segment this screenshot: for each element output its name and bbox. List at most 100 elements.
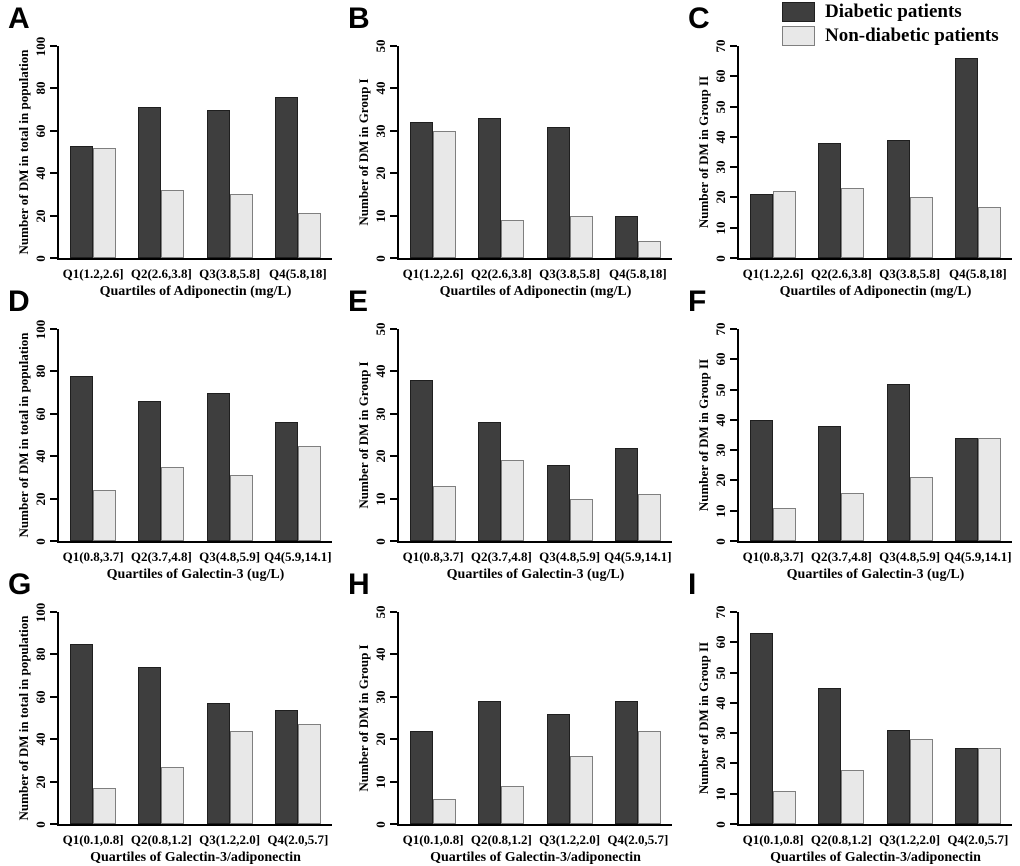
legend-label-non-diabetic: Non-diabetic patients (825, 24, 999, 46)
bar-diabetic-Q3(1.2,2.0] (546, 713, 570, 824)
panel-letter-C: C (688, 2, 710, 35)
y-tick (730, 762, 737, 765)
bar-diabetic-Q3(1.2,2.0] (886, 730, 910, 824)
bar-non-diabetic-Q1(0.1,0.8] (433, 798, 457, 824)
bar-diabetic-Q4(5.8,18] (614, 215, 638, 258)
y-tick-label: 10 (373, 209, 388, 223)
bar-non-diabetic-Q2(3.7,4.8] (161, 466, 185, 541)
y-tick (730, 196, 737, 199)
y-tick (730, 45, 737, 47)
y-tick-label: 20 (373, 449, 388, 463)
y-tick-label: 40 (713, 413, 728, 427)
panel-letter-D: D (8, 285, 30, 318)
x-tick-label: Q4(5.8,18] (268, 266, 327, 281)
x-tick-label: Q1(0.1,0.8] (62, 832, 124, 847)
bar-group-Q4(5.8,18] (604, 46, 672, 258)
panel-letter-I: I (688, 568, 697, 601)
bar-non-diabetic-Q1(1.2,2.6] (773, 191, 797, 258)
y-tick (50, 653, 57, 656)
y-tick (730, 823, 737, 825)
bar-group-Q2(3.7,4.8] (127, 329, 195, 541)
y-tick (50, 695, 57, 698)
bar-diabetic-Q2(3.7,4.8] (818, 425, 842, 541)
y-tick-label: 40 (373, 81, 388, 95)
y-tick (730, 509, 737, 512)
legend-item-diabetic: Diabetic patients (782, 1, 999, 23)
x-tick-label: Q4(5.9,14.1] (944, 549, 1012, 564)
y-tick (390, 214, 397, 217)
bar-group-Q4(5.8,18] (944, 46, 1012, 258)
legend-label-diabetic: Diabetic patients (825, 1, 962, 22)
bar-group-Q4(2.0,5.7] (264, 612, 332, 824)
x-tick-label: Q1(0.8,3.7] (402, 549, 464, 564)
bar-group-Q3(3.8,5.8] (196, 46, 264, 258)
y-tick (730, 257, 737, 259)
x-tick-label: Q1(0.1,0.8] (402, 832, 464, 847)
y-tick-label: 30 (713, 726, 728, 740)
y-tick (730, 479, 737, 482)
bar-non-diabetic-Q1(1.2,2.6] (93, 147, 117, 258)
bar-diabetic-Q1(0.8,3.7] (410, 379, 434, 541)
bar-group-Q3(4.8,5.9] (876, 329, 944, 541)
y-tick (390, 129, 397, 132)
y-tick (50, 412, 57, 415)
y-tick-label: 0 (713, 254, 728, 262)
y-tick-label: 100 (33, 319, 48, 339)
y-tick-label: 50 (713, 666, 728, 680)
y-tick (730, 328, 737, 330)
y-tick (390, 370, 397, 373)
y-axis-label: Number of DM in Group I (356, 361, 371, 509)
bar-diabetic-Q1(1.2,2.6] (750, 194, 774, 258)
y-tick-label: 50 (713, 383, 728, 397)
bar-non-diabetic-Q2(3.7,4.8] (501, 460, 525, 541)
y-tick (50, 129, 57, 132)
y-tick-label: 70 (713, 39, 728, 53)
y-tick (390, 45, 397, 47)
bar-non-diabetic-Q2(0.8,1.2] (501, 785, 525, 824)
bar-diabetic-Q2(0.8,1.2] (818, 687, 842, 824)
x-tick-label: Q2(3.7,4.8] (810, 549, 872, 564)
y-tick (50, 172, 57, 175)
plot-area-H: 0 10 20 30 40 50 Number of DM in Group I Q1(0.1… (356, 606, 672, 865)
y-tick-label: 20 (713, 756, 728, 770)
y-tick-label: 10 (713, 504, 728, 518)
bar-group-Q2(0.8,1.2] (127, 612, 195, 824)
bar-non-diabetic-Q3(4.8,5.9] (569, 498, 593, 541)
legend-swatch-diabetic (782, 2, 815, 23)
y-tick-label: 20 (33, 492, 48, 506)
y-tick-label: 0 (33, 254, 48, 262)
x-axis-label: Quartiles of Galectin-3/adiponectin (430, 850, 641, 865)
y-tick-label: 50 (373, 322, 388, 336)
y-tick-label: 70 (713, 605, 728, 619)
bar-group-Q2(2.6,3.8] (127, 46, 195, 258)
panel-letter-E: E (348, 285, 369, 318)
y-tick (730, 358, 737, 361)
y-tick (50, 45, 57, 47)
y-tick-label: 0 (713, 537, 728, 545)
y-tick-label: 80 (33, 81, 48, 95)
bar-non-diabetic-Q3(1.2,2.0] (229, 730, 253, 824)
x-tick-label: Q3(4.8,5.9] (539, 549, 601, 564)
plot-area-B: 0 10 20 30 40 50 Number of DM in Group I Q1(1.2… (356, 40, 672, 299)
bar-diabetic-Q1(0.8,3.7] (70, 375, 94, 541)
y-tick (730, 75, 737, 78)
y-tick-label: 40 (713, 696, 728, 710)
x-tick-label: Q4(2.0,5.7] (607, 832, 669, 847)
y-tick-label: 80 (33, 364, 48, 378)
bar-group-Q1(0.1,0.8] (739, 612, 807, 824)
bar-group-Q4(5.9,14.1] (264, 329, 332, 541)
y-tick (50, 823, 57, 825)
bar-non-diabetic-Q1(0.8,3.7] (433, 485, 457, 541)
y-tick (730, 671, 737, 674)
bar-diabetic-Q3(4.8,5.9] (886, 383, 910, 541)
y-axis-label: Number of DM in Group II (696, 75, 711, 229)
plot-area-E: 0 10 20 30 40 50 Number of DM in Group I Q1(0.8… (356, 323, 672, 582)
x-tick-label: Q2(3.7,4.8] (130, 549, 192, 564)
y-tick (390, 412, 397, 415)
bar-diabetic-Q1(0.1,0.8] (70, 643, 94, 824)
bar-group-Q1(0.1,0.8] (399, 612, 467, 824)
panel-D: D 0 20 40 60 80 100 Number of DM in total in po… (0, 283, 340, 582)
bar-non-diabetic-Q3(1.2,2.0] (569, 756, 593, 824)
y-tick-label: 10 (373, 775, 388, 789)
bar-group-Q3(1.2,2.0] (876, 612, 944, 824)
